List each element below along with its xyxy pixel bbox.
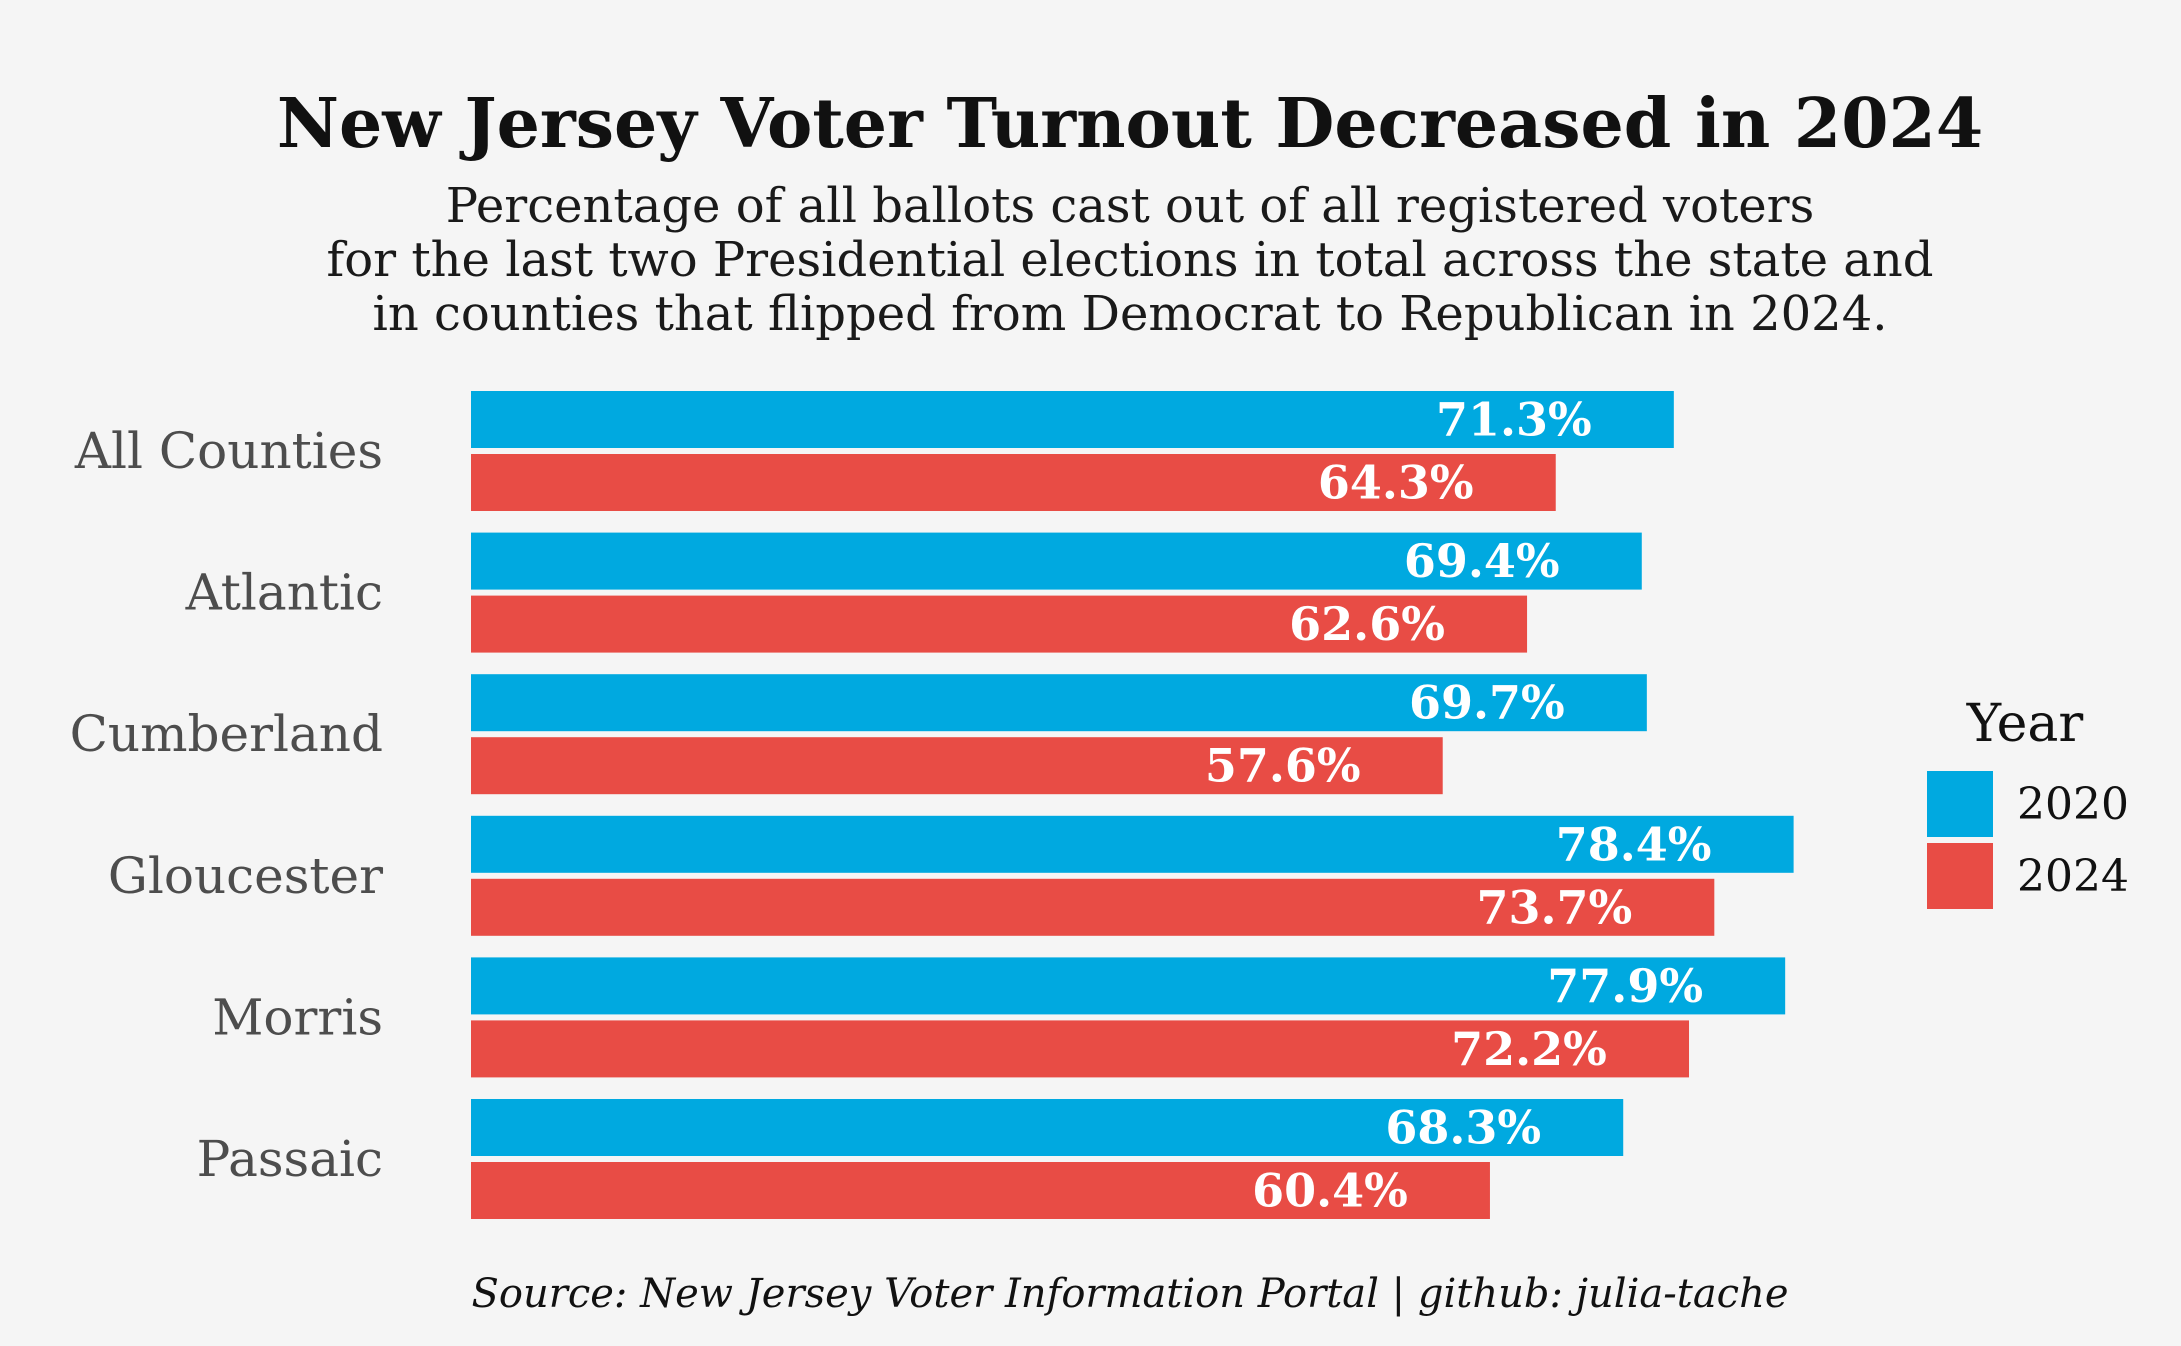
data-label-morris-2020: 77.9% bbox=[1547, 959, 1703, 1013]
legend-label-2020: 2020 bbox=[2017, 779, 2129, 830]
bar-cumberland-2020 bbox=[471, 674, 1647, 732]
legend-label-2024: 2024 bbox=[2017, 851, 2129, 902]
bar-cumberland-2024 bbox=[471, 737, 1443, 795]
data-label-atlantic-2024: 62.6% bbox=[1289, 597, 1445, 651]
category-label-gloucester: Gloucester bbox=[108, 847, 383, 905]
bar-morris-2024 bbox=[471, 1020, 1690, 1078]
data-label-all-counties-2024: 64.3% bbox=[1318, 456, 1474, 510]
source-note: Source: New Jersey Voter Information Por… bbox=[471, 1271, 1788, 1317]
legend-title: Year bbox=[1966, 694, 2084, 754]
bar-all-counties-2020 bbox=[471, 391, 1674, 448]
bar-passaic-2024 bbox=[471, 1162, 1490, 1219]
plot-area: All Counties 71.3% 64.3% Atlantic 69.4% 62.6%… bbox=[70, 391, 1794, 1219]
category-label-morris: Morris bbox=[212, 988, 383, 1046]
data-label-atlantic-2020: 69.4% bbox=[1404, 534, 1560, 588]
category-label-passaic: Passaic bbox=[197, 1130, 383, 1188]
bar-passaic-2020 bbox=[471, 1099, 1624, 1156]
chart-subtitle-line-2: for the last two Presidential elections … bbox=[326, 232, 1933, 288]
category-label-atlantic: Atlantic bbox=[185, 564, 383, 622]
bar-gloucester-2020 bbox=[471, 815, 1794, 873]
bar-all-counties-2024 bbox=[471, 454, 1556, 511]
legend-swatch-2024 bbox=[1927, 843, 1993, 909]
legend: Year 2020 2024 bbox=[1927, 694, 2129, 909]
category-label-all-counties: All Counties bbox=[74, 422, 383, 480]
chart-title: New Jersey Voter Turnout Decreased in 20… bbox=[277, 84, 1983, 164]
data-label-gloucester-2024: 73.7% bbox=[1476, 880, 1632, 934]
bar-atlantic-2020 bbox=[471, 532, 1642, 590]
bar-atlantic-2024 bbox=[471, 595, 1528, 653]
legend-swatch-2020 bbox=[1927, 771, 1993, 837]
data-label-all-counties-2020: 71.3% bbox=[1436, 393, 1592, 447]
bar-morris-2020 bbox=[471, 957, 1786, 1015]
data-label-passaic-2020: 68.3% bbox=[1385, 1101, 1541, 1155]
data-label-cumberland-2024: 57.6% bbox=[1205, 739, 1361, 793]
data-label-cumberland-2020: 69.7% bbox=[1409, 676, 1565, 730]
category-label-cumberland: Cumberland bbox=[70, 705, 383, 763]
chart-subtitle-line-3: in counties that flipped from Democrat t… bbox=[373, 286, 1888, 342]
bar-gloucester-2024 bbox=[471, 878, 1715, 936]
data-label-gloucester-2020: 78.4% bbox=[1556, 817, 1712, 871]
data-label-morris-2024: 72.2% bbox=[1451, 1022, 1607, 1076]
data-label-passaic-2024: 60.4% bbox=[1252, 1164, 1408, 1218]
chart-subtitle-line-1: Percentage of all ballots cast out of al… bbox=[446, 178, 1815, 234]
